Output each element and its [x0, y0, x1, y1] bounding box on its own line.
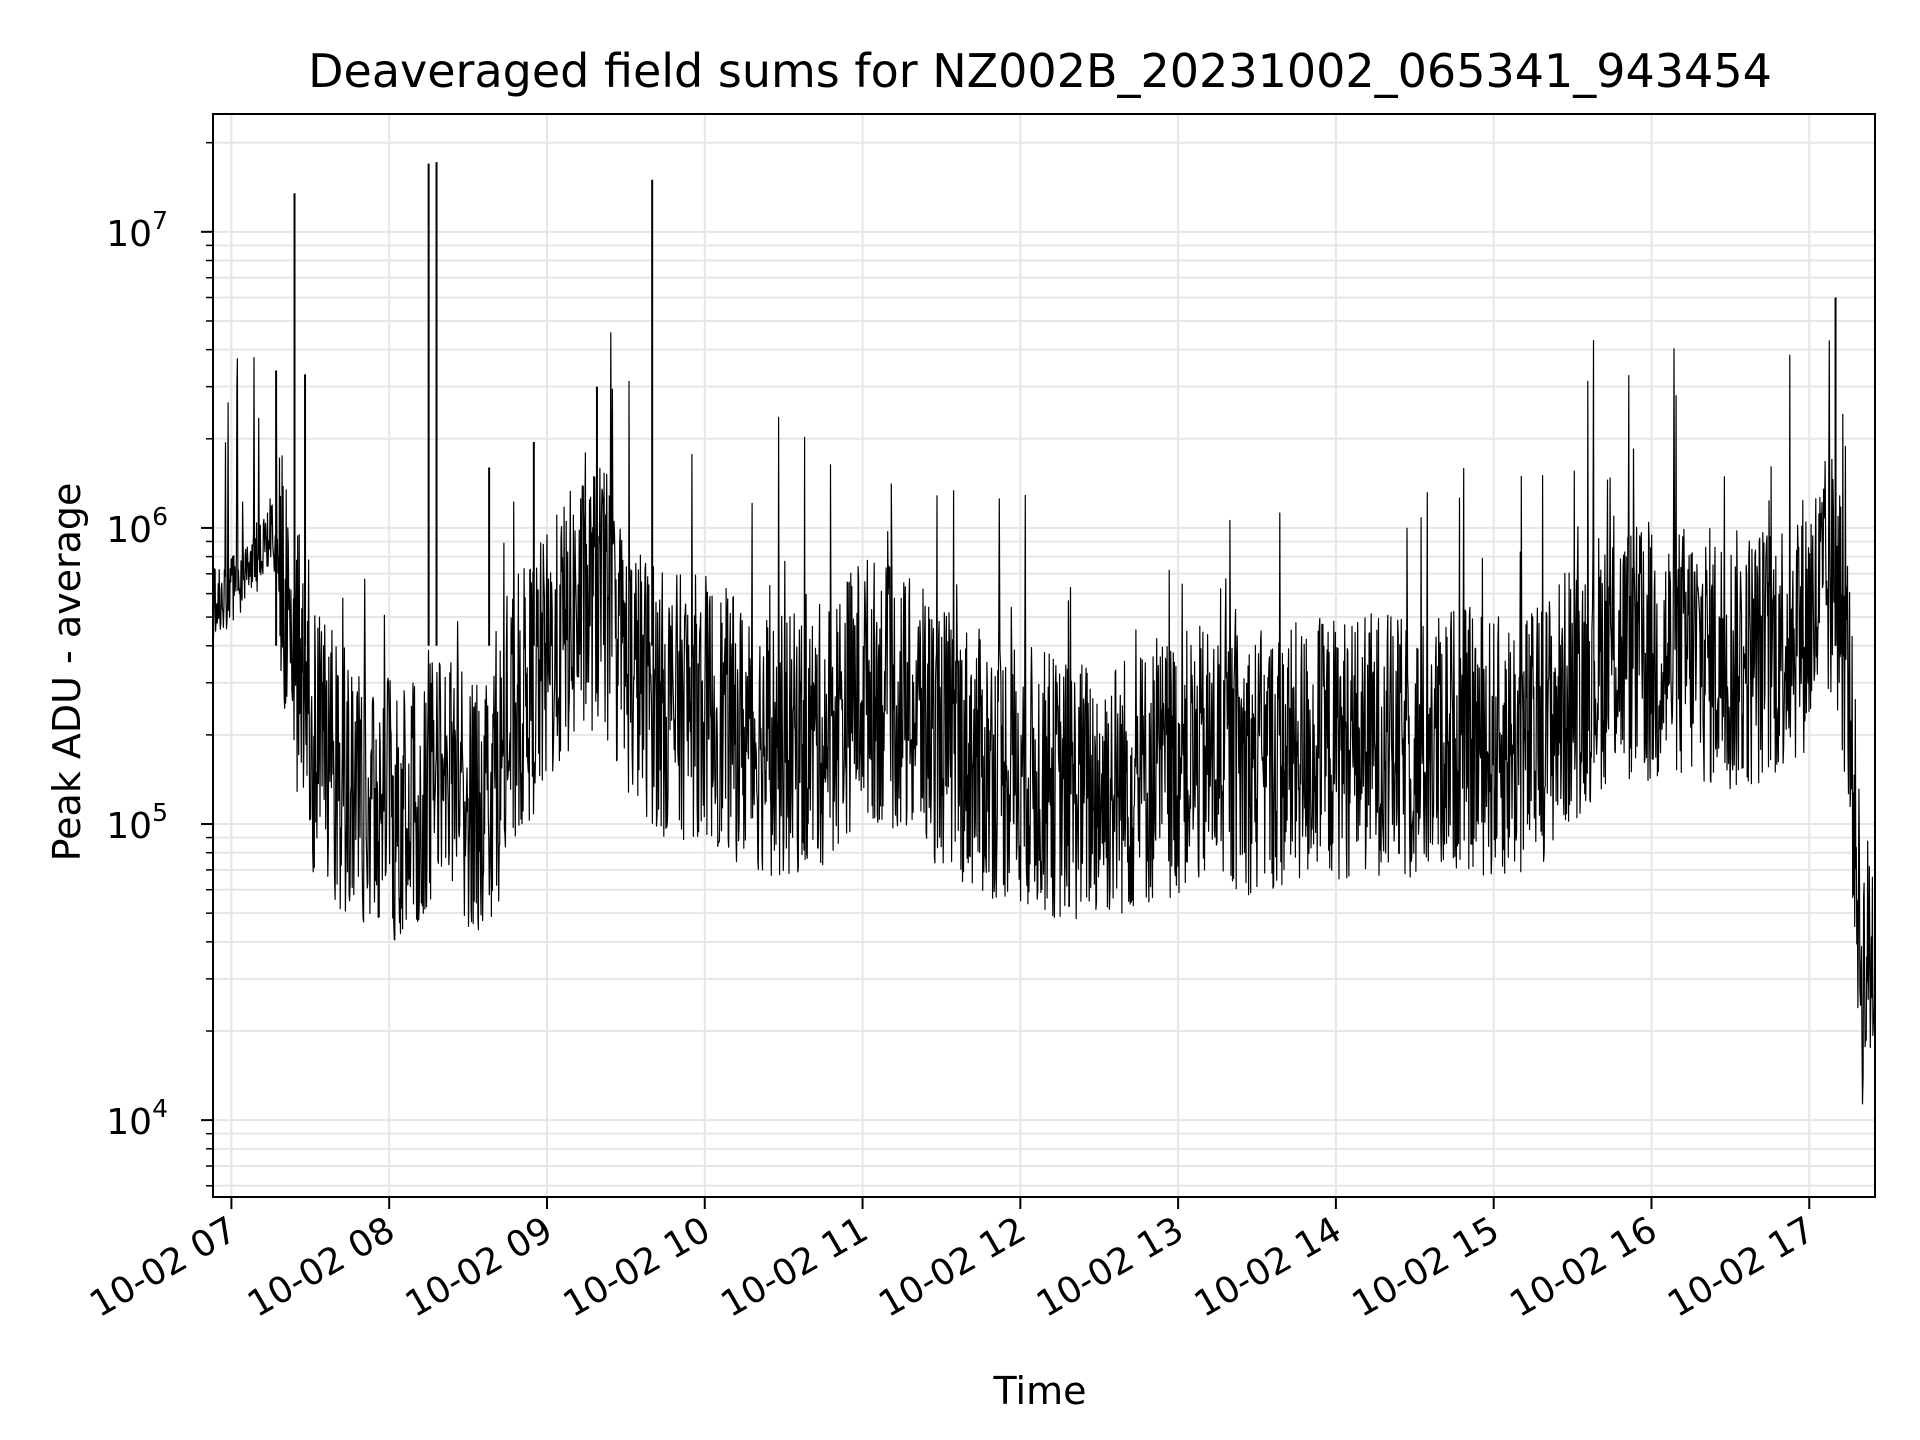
y-tick-exponent: 7	[152, 206, 168, 235]
series-line	[212, 332, 1876, 1105]
y-tick-base: 10	[106, 806, 152, 847]
y-tick-label: 104	[106, 1094, 168, 1143]
y-tick-exponent: 6	[152, 502, 168, 531]
y-tick-base: 10	[106, 510, 152, 551]
y-tick-exponent: 5	[152, 798, 168, 827]
y-tick-label: 105	[106, 798, 168, 847]
y-tick-base: 10	[106, 214, 152, 255]
y-tick-label: 107	[106, 206, 168, 255]
y-tick-exponent: 4	[152, 1094, 168, 1123]
y-tick-label: 106	[106, 502, 168, 551]
y-tick-base: 10	[106, 1102, 152, 1143]
chart-title: Deaveraged field sums for NZ002B_2023100…	[308, 44, 1772, 98]
series-layer	[212, 162, 1876, 1105]
y-axis-label: Peak ADU - average	[45, 483, 89, 862]
x-axis-label: Time	[993, 1369, 1087, 1413]
plot-frame	[212, 113, 1876, 1198]
